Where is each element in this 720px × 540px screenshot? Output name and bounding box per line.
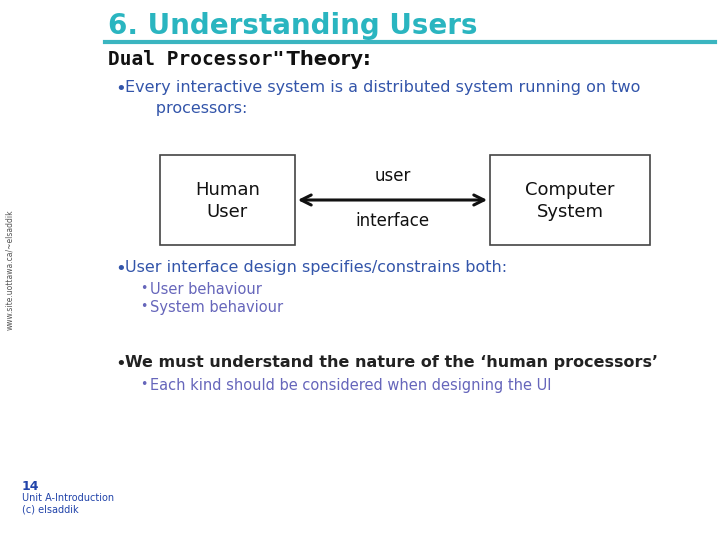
Text: We must understand the nature of the ‘human processors’: We must understand the nature of the ‘hu… <box>125 355 658 370</box>
Text: www.site.uottawa.ca/~elsaddik: www.site.uottawa.ca/~elsaddik <box>6 210 14 330</box>
Text: user: user <box>374 167 410 185</box>
Text: Unit A-Introduction: Unit A-Introduction <box>22 493 114 503</box>
Text: 6. Understanding Users: 6. Understanding Users <box>108 12 477 40</box>
Text: User behaviour: User behaviour <box>150 282 262 297</box>
Text: Computer: Computer <box>526 181 615 199</box>
Text: •: • <box>140 378 148 391</box>
Text: 14: 14 <box>22 480 40 493</box>
Text: interface: interface <box>356 212 430 230</box>
Text: •: • <box>140 300 148 313</box>
Text: Theory:: Theory: <box>273 50 371 69</box>
Text: System behaviour: System behaviour <box>150 300 283 315</box>
Text: •: • <box>140 282 148 295</box>
Text: Dual Processor": Dual Processor" <box>108 50 284 69</box>
Bar <box>160 155 295 245</box>
Text: Every interactive system is a distributed system running on two
      processors: Every interactive system is a distribute… <box>125 80 640 116</box>
Text: Human: Human <box>195 181 260 199</box>
Text: •: • <box>115 355 126 373</box>
Text: System: System <box>536 203 603 221</box>
Text: User: User <box>207 203 248 221</box>
Text: •: • <box>115 80 126 98</box>
Text: •: • <box>115 260 126 278</box>
Text: User interface design specifies/constrains both:: User interface design specifies/constrai… <box>125 260 507 275</box>
Text: Each kind should be considered when designing the UI: Each kind should be considered when desi… <box>150 378 552 393</box>
Text: (c) elsaddik: (c) elsaddik <box>22 505 78 515</box>
Bar <box>490 155 650 245</box>
